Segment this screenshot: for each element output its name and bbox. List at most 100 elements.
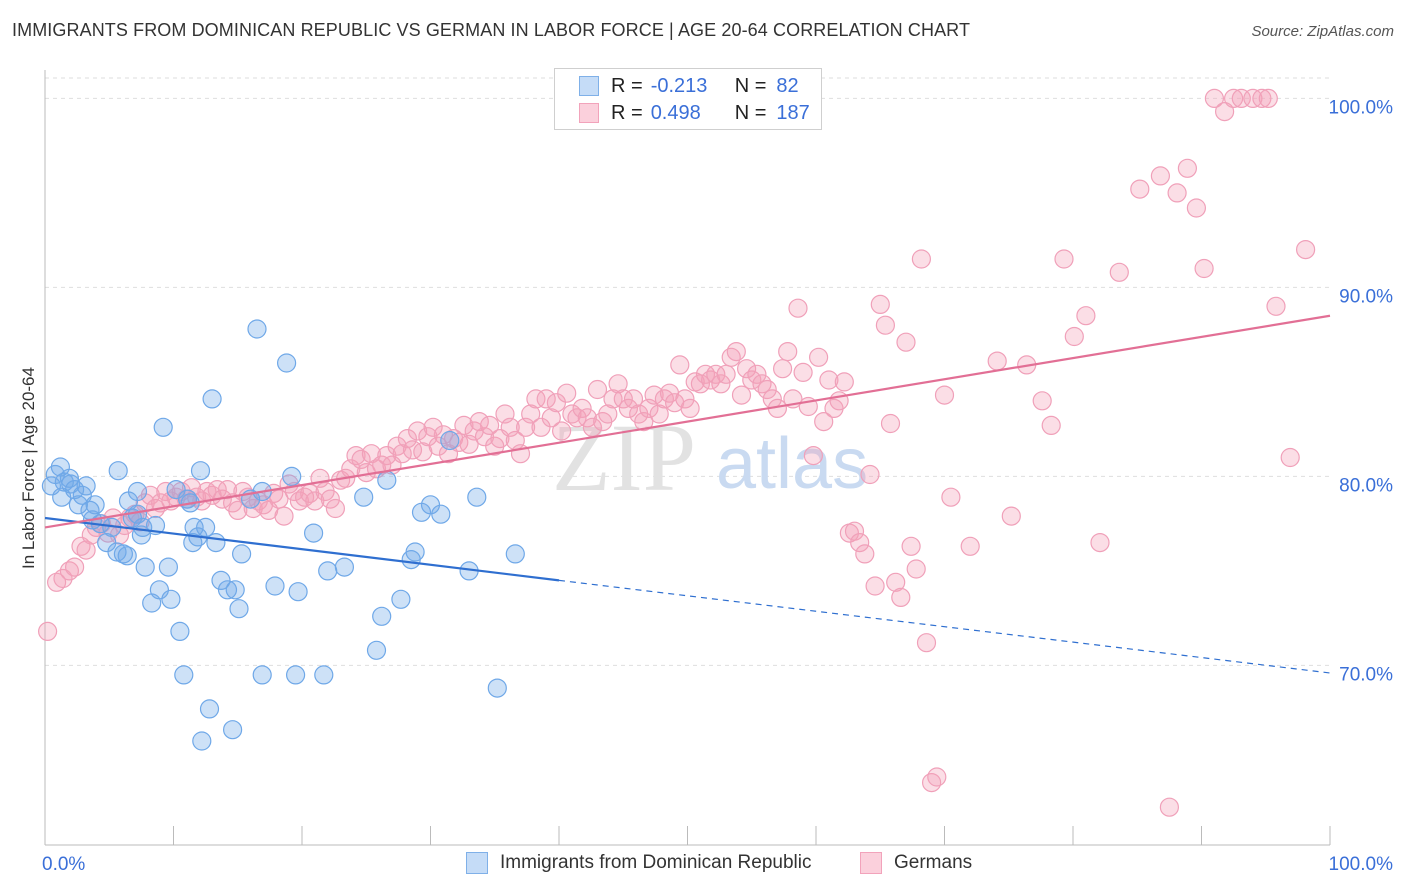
- german-point: [814, 412, 834, 432]
- dominican-point: [288, 582, 308, 602]
- legend-r-value: 0.498: [650, 101, 701, 124]
- german-point: [788, 298, 808, 318]
- y-axis-title: In Labor Force | Age 20-64: [19, 367, 38, 569]
- dominican-point: [68, 495, 89, 515]
- dominican-point: [85, 495, 105, 515]
- german-point: [1214, 101, 1235, 122]
- german-point: [772, 359, 793, 379]
- german-point: [960, 536, 980, 556]
- dominican-point: [440, 430, 460, 451]
- german-point: [1252, 88, 1272, 109]
- german-point: [803, 446, 824, 466]
- german-point: [392, 444, 412, 464]
- german-point: [1266, 296, 1286, 316]
- german-trend-line: [44, 314, 1331, 529]
- dominican-point: [286, 665, 306, 685]
- dominican-point: [183, 532, 203, 553]
- german-point: [228, 500, 248, 520]
- german-point: [901, 536, 921, 556]
- dominican-point: [223, 720, 243, 740]
- legend-n-value: 82: [776, 74, 799, 97]
- dominican-point: [505, 544, 525, 564]
- german-point: [295, 487, 315, 507]
- dominican-point: [217, 580, 238, 600]
- y-tick-label: 100.0%: [1329, 97, 1394, 118]
- dominican-point: [158, 557, 178, 577]
- german-point: [865, 576, 885, 596]
- german-point: [1186, 198, 1207, 218]
- german-point: [916, 633, 937, 653]
- german-point: [623, 389, 644, 409]
- watermark-atlas: atlas: [716, 424, 868, 504]
- series-name-germans: Germans: [894, 852, 973, 873]
- german-point: [1054, 249, 1074, 269]
- german-point: [850, 532, 870, 553]
- dominican-point: [487, 678, 507, 698]
- dominican-point: [372, 606, 392, 626]
- german-point: [1295, 240, 1316, 260]
- german-point: [906, 559, 926, 579]
- x-tick-label: 100.0%: [1329, 854, 1394, 875]
- series-name-dominican: Immigrants from Dominican Republic: [500, 852, 812, 873]
- german-point: [1167, 183, 1187, 203]
- legend-n-label: N =: [734, 101, 767, 124]
- dominican-point: [199, 699, 220, 719]
- dominican-trend-line: [44, 516, 560, 582]
- stats-legend: R = -0.213 N = 82 R = 0.498 N = 187: [554, 68, 822, 130]
- german-point: [870, 294, 890, 314]
- dominican-points: [41, 319, 525, 751]
- german-point: [587, 379, 608, 400]
- german-point: [875, 315, 896, 335]
- german-point: [711, 374, 731, 394]
- german-point: [1109, 262, 1129, 282]
- german-point: [891, 587, 911, 608]
- y-tick-label: 90.0%: [1339, 286, 1393, 307]
- german-point: [618, 398, 639, 418]
- german-point: [598, 404, 618, 424]
- chart-title: IMMIGRANTS FROM DOMINICAN REPUBLIC VS GE…: [12, 20, 971, 40]
- german-point: [1231, 88, 1251, 109]
- dominican-point: [391, 589, 411, 609]
- german-point: [372, 455, 392, 475]
- german-point: [526, 389, 546, 409]
- german-point: [752, 374, 772, 394]
- germans-points: [37, 88, 1316, 817]
- german-point: [1159, 797, 1180, 817]
- dominican-point: [206, 532, 226, 553]
- german-point: [742, 370, 762, 390]
- dominican-point: [190, 461, 211, 481]
- dominican-point: [467, 487, 487, 507]
- german-point: [397, 429, 417, 449]
- german-point: [1130, 179, 1150, 199]
- dominican-point: [377, 470, 397, 490]
- german-point: [649, 404, 669, 424]
- german-point: [731, 385, 752, 405]
- legend-r-value: -0.213: [650, 74, 708, 97]
- series-swatch-germans: [860, 852, 882, 874]
- german-point: [1090, 532, 1110, 553]
- german-point: [736, 359, 757, 379]
- german-point: [793, 362, 813, 382]
- dominican-point: [405, 542, 425, 562]
- legend-row-dominican: R = -0.213 N = 82: [579, 73, 799, 99]
- german-point: [1204, 88, 1225, 109]
- german-point: [1177, 158, 1198, 178]
- y-tick-label: 80.0%: [1339, 475, 1393, 496]
- dominican-point: [170, 621, 190, 642]
- dominican-point: [354, 487, 374, 507]
- german-point: [896, 332, 916, 352]
- german-point: [726, 342, 746, 362]
- dominican-point: [229, 599, 249, 619]
- german-point: [1223, 88, 1244, 109]
- dominican-point: [161, 589, 181, 609]
- german-point: [721, 347, 741, 367]
- german-point: [844, 521, 865, 541]
- german-point: [1032, 391, 1052, 411]
- legend-row-germans: R = 0.498 N = 187: [579, 100, 810, 126]
- german-point: [680, 398, 700, 418]
- y-tick-label: 70.0%: [1339, 664, 1393, 685]
- german-point: [987, 351, 1007, 371]
- dominican-point: [318, 561, 338, 581]
- german-point: [76, 540, 96, 560]
